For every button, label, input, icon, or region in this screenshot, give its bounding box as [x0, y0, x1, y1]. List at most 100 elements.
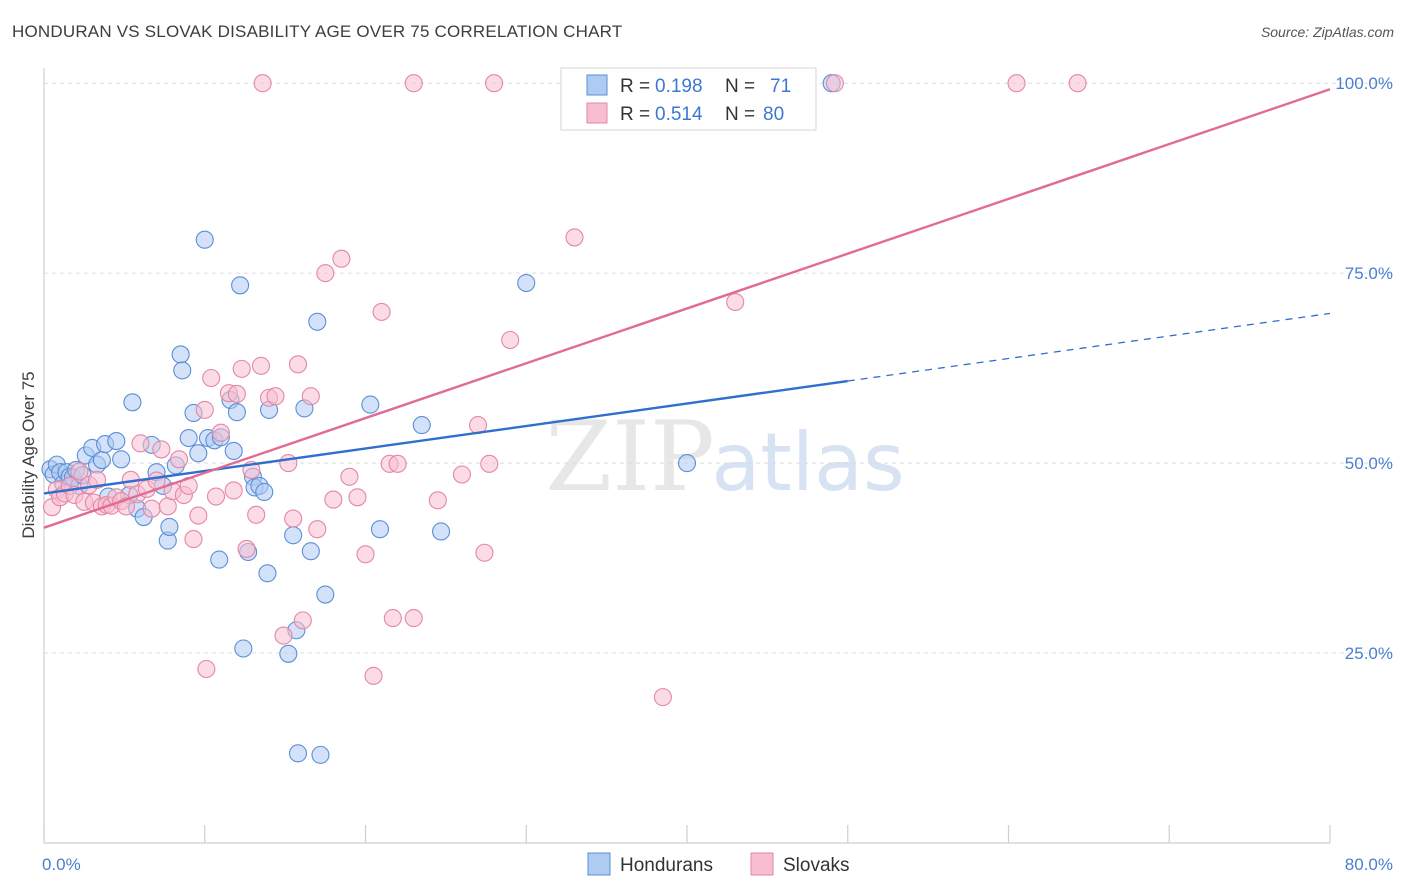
- point-hondurans: [195, 230, 214, 249]
- point-hondurans: [301, 542, 320, 561]
- point-hondurans: [107, 432, 126, 451]
- chart-source: Source: ZipAtlas.com: [1260, 24, 1394, 40]
- point-hondurans: [92, 451, 111, 470]
- point-slovaks: [152, 440, 171, 459]
- point-slovaks: [247, 505, 266, 524]
- point-slovaks: [131, 434, 150, 453]
- point-slovaks: [274, 626, 293, 645]
- point-hondurans: [258, 564, 277, 583]
- point-slovaks: [726, 292, 745, 312]
- point-slovaks: [288, 355, 308, 374]
- legend-bottom-swatch-slovaks: [750, 852, 774, 876]
- y-axis-label: Disability Age Over 75: [19, 371, 38, 538]
- point-slovaks: [428, 491, 447, 510]
- point-slovaks: [501, 330, 520, 350]
- trend-line-slovaks: [43, 88, 1331, 529]
- point-slovaks: [324, 490, 343, 509]
- point-slovaks: [189, 506, 208, 525]
- point-hondurans: [279, 644, 298, 663]
- legend-top: R = 0.198 N = 71 R = 0.514 N = 80: [560, 67, 817, 131]
- point-slovaks: [197, 659, 216, 679]
- trend-lines: [43, 88, 1331, 529]
- point-slovaks: [301, 387, 320, 406]
- point-slovaks: [364, 666, 383, 685]
- point-hondurans: [210, 550, 229, 569]
- point-hondurans: [171, 345, 190, 364]
- point-hondurans: [308, 312, 327, 331]
- legend-n-value-slovaks: 80: [763, 104, 784, 125]
- point-slovaks: [452, 465, 472, 484]
- y-tick-label-3: 100.0%: [1335, 74, 1393, 93]
- point-slovaks: [653, 688, 672, 707]
- legend-bottom-label-slovaks: Slovaks: [783, 855, 850, 876]
- point-hondurans: [288, 744, 308, 763]
- point-slovaks: [308, 520, 327, 539]
- point-hondurans: [227, 403, 246, 422]
- point-slovaks: [206, 487, 226, 506]
- point-slovaks: [1068, 74, 1087, 93]
- point-hondurans: [189, 444, 208, 463]
- point-slovaks: [316, 264, 335, 283]
- legend-bottom-swatch-hondurans: [587, 852, 611, 876]
- point-slovaks: [211, 423, 230, 442]
- point-slovaks: [293, 611, 312, 630]
- point-slovaks: [480, 454, 499, 473]
- point-slovaks: [87, 470, 107, 489]
- point-hondurans: [231, 276, 250, 295]
- legend-r-label-hondurans: R =: [620, 76, 650, 97]
- point-hondurans: [123, 393, 142, 412]
- point-slovaks: [1007, 74, 1026, 93]
- point-slovaks: [142, 499, 161, 518]
- series-slovaks-points: [42, 74, 1087, 707]
- trend-line-extension-hondurans: [847, 312, 1331, 382]
- legend-r-value-slovaks: 0.514: [655, 104, 703, 125]
- point-slovaks: [388, 454, 407, 473]
- point-hondurans: [370, 520, 390, 539]
- point-slovaks: [383, 609, 402, 628]
- point-hondurans: [173, 361, 192, 380]
- y-tick-label-0: 25.0%: [1345, 644, 1393, 663]
- legend-r-value-hondurans: 0.198: [655, 76, 703, 97]
- point-slovaks: [485, 74, 504, 93]
- legend-n-label-hondurans: N =: [725, 76, 755, 97]
- point-hondurans: [361, 395, 380, 414]
- point-slovaks: [348, 488, 367, 507]
- chart-title: HONDURAN VS SLOVAK DISABILITY AGE OVER 7…: [12, 22, 623, 41]
- point-slovaks: [158, 497, 177, 516]
- point-slovaks: [237, 539, 256, 559]
- point-slovaks: [279, 454, 298, 473]
- point-slovaks: [70, 462, 89, 481]
- point-hondurans: [311, 745, 330, 764]
- point-hondurans: [432, 522, 451, 541]
- point-slovaks: [224, 481, 243, 500]
- point-slovaks: [169, 450, 189, 469]
- point-hondurans: [517, 273, 536, 293]
- point-slovaks: [232, 359, 251, 378]
- legend-bottom-label-hondurans: Hondurans: [620, 855, 713, 876]
- point-slovaks: [404, 609, 423, 628]
- x-tick-label-1: 80.0%: [1345, 855, 1393, 874]
- point-slovaks: [253, 74, 272, 93]
- point-hondurans: [677, 454, 697, 473]
- point-slovaks: [340, 467, 359, 486]
- point-hondurans: [224, 441, 243, 460]
- point-hondurans: [412, 416, 431, 435]
- trend-line-hondurans: [43, 379, 848, 495]
- point-slovaks: [266, 387, 285, 406]
- point-slovaks: [825, 74, 844, 93]
- y-tick-label-2: 75.0%: [1345, 264, 1393, 283]
- watermark-atlas: atlas: [711, 416, 904, 509]
- point-hondurans: [255, 482, 274, 502]
- point-slovaks: [332, 249, 351, 268]
- point-slovaks: [184, 530, 203, 549]
- point-hondurans: [234, 639, 253, 658]
- point-slovaks: [475, 543, 494, 562]
- point-hondurans: [284, 526, 303, 545]
- point-hondurans: [316, 585, 335, 604]
- point-hondurans: [179, 428, 198, 448]
- point-hondurans: [160, 517, 179, 536]
- legend-r-label-slovaks: R =: [620, 104, 650, 125]
- legend-swatch-slovaks: [586, 102, 608, 124]
- legend-n-value-hondurans: 71: [770, 76, 791, 97]
